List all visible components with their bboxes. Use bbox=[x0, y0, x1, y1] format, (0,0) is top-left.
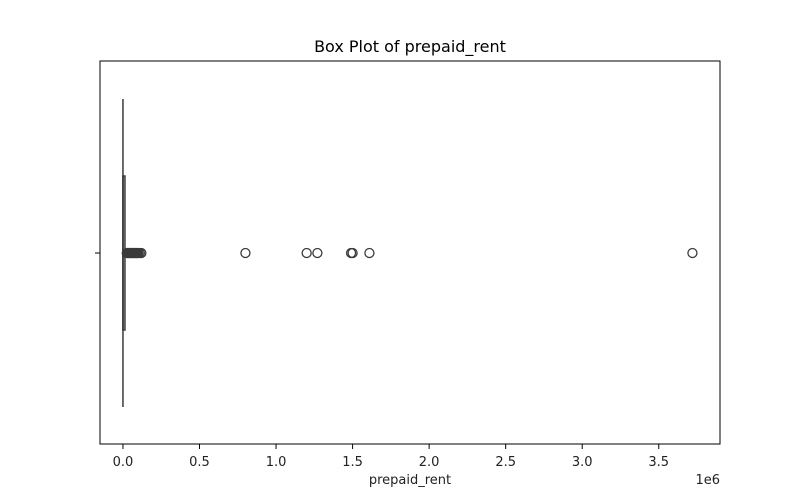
outlier-point bbox=[364, 247, 375, 259]
x-axis-tick-label: 0.5 bbox=[189, 455, 210, 470]
outlier-group bbox=[121, 247, 698, 259]
x-axis-tick-label: 2.0 bbox=[419, 455, 440, 470]
x-axis-offset-label: 1e6 bbox=[695, 473, 720, 488]
outlier-point bbox=[301, 247, 312, 259]
x-axis-tick-label: 1.0 bbox=[266, 455, 287, 470]
chart-title: Box Plot of prepaid_rent bbox=[314, 37, 506, 57]
x-axis-tick-label: 1.5 bbox=[342, 455, 363, 470]
outlier-point bbox=[136, 247, 147, 259]
x-axis-label: prepaid_rent bbox=[369, 473, 451, 488]
x-axis-tick-label: 0.0 bbox=[113, 455, 134, 470]
x-axis-tick-label: 3.5 bbox=[648, 455, 669, 470]
outlier-point bbox=[312, 247, 323, 259]
plot-frame bbox=[99, 60, 721, 445]
outlier-point bbox=[240, 247, 251, 259]
outlier-point bbox=[687, 247, 698, 259]
x-axis: 0.0 0.5 1.0 1.5 2.0 2.5 3.0 3.5 bbox=[113, 444, 669, 470]
x-axis-tick-label: 2.5 bbox=[495, 455, 516, 470]
x-axis-tick-label: 3.0 bbox=[572, 455, 593, 470]
outlier-point bbox=[347, 247, 358, 259]
